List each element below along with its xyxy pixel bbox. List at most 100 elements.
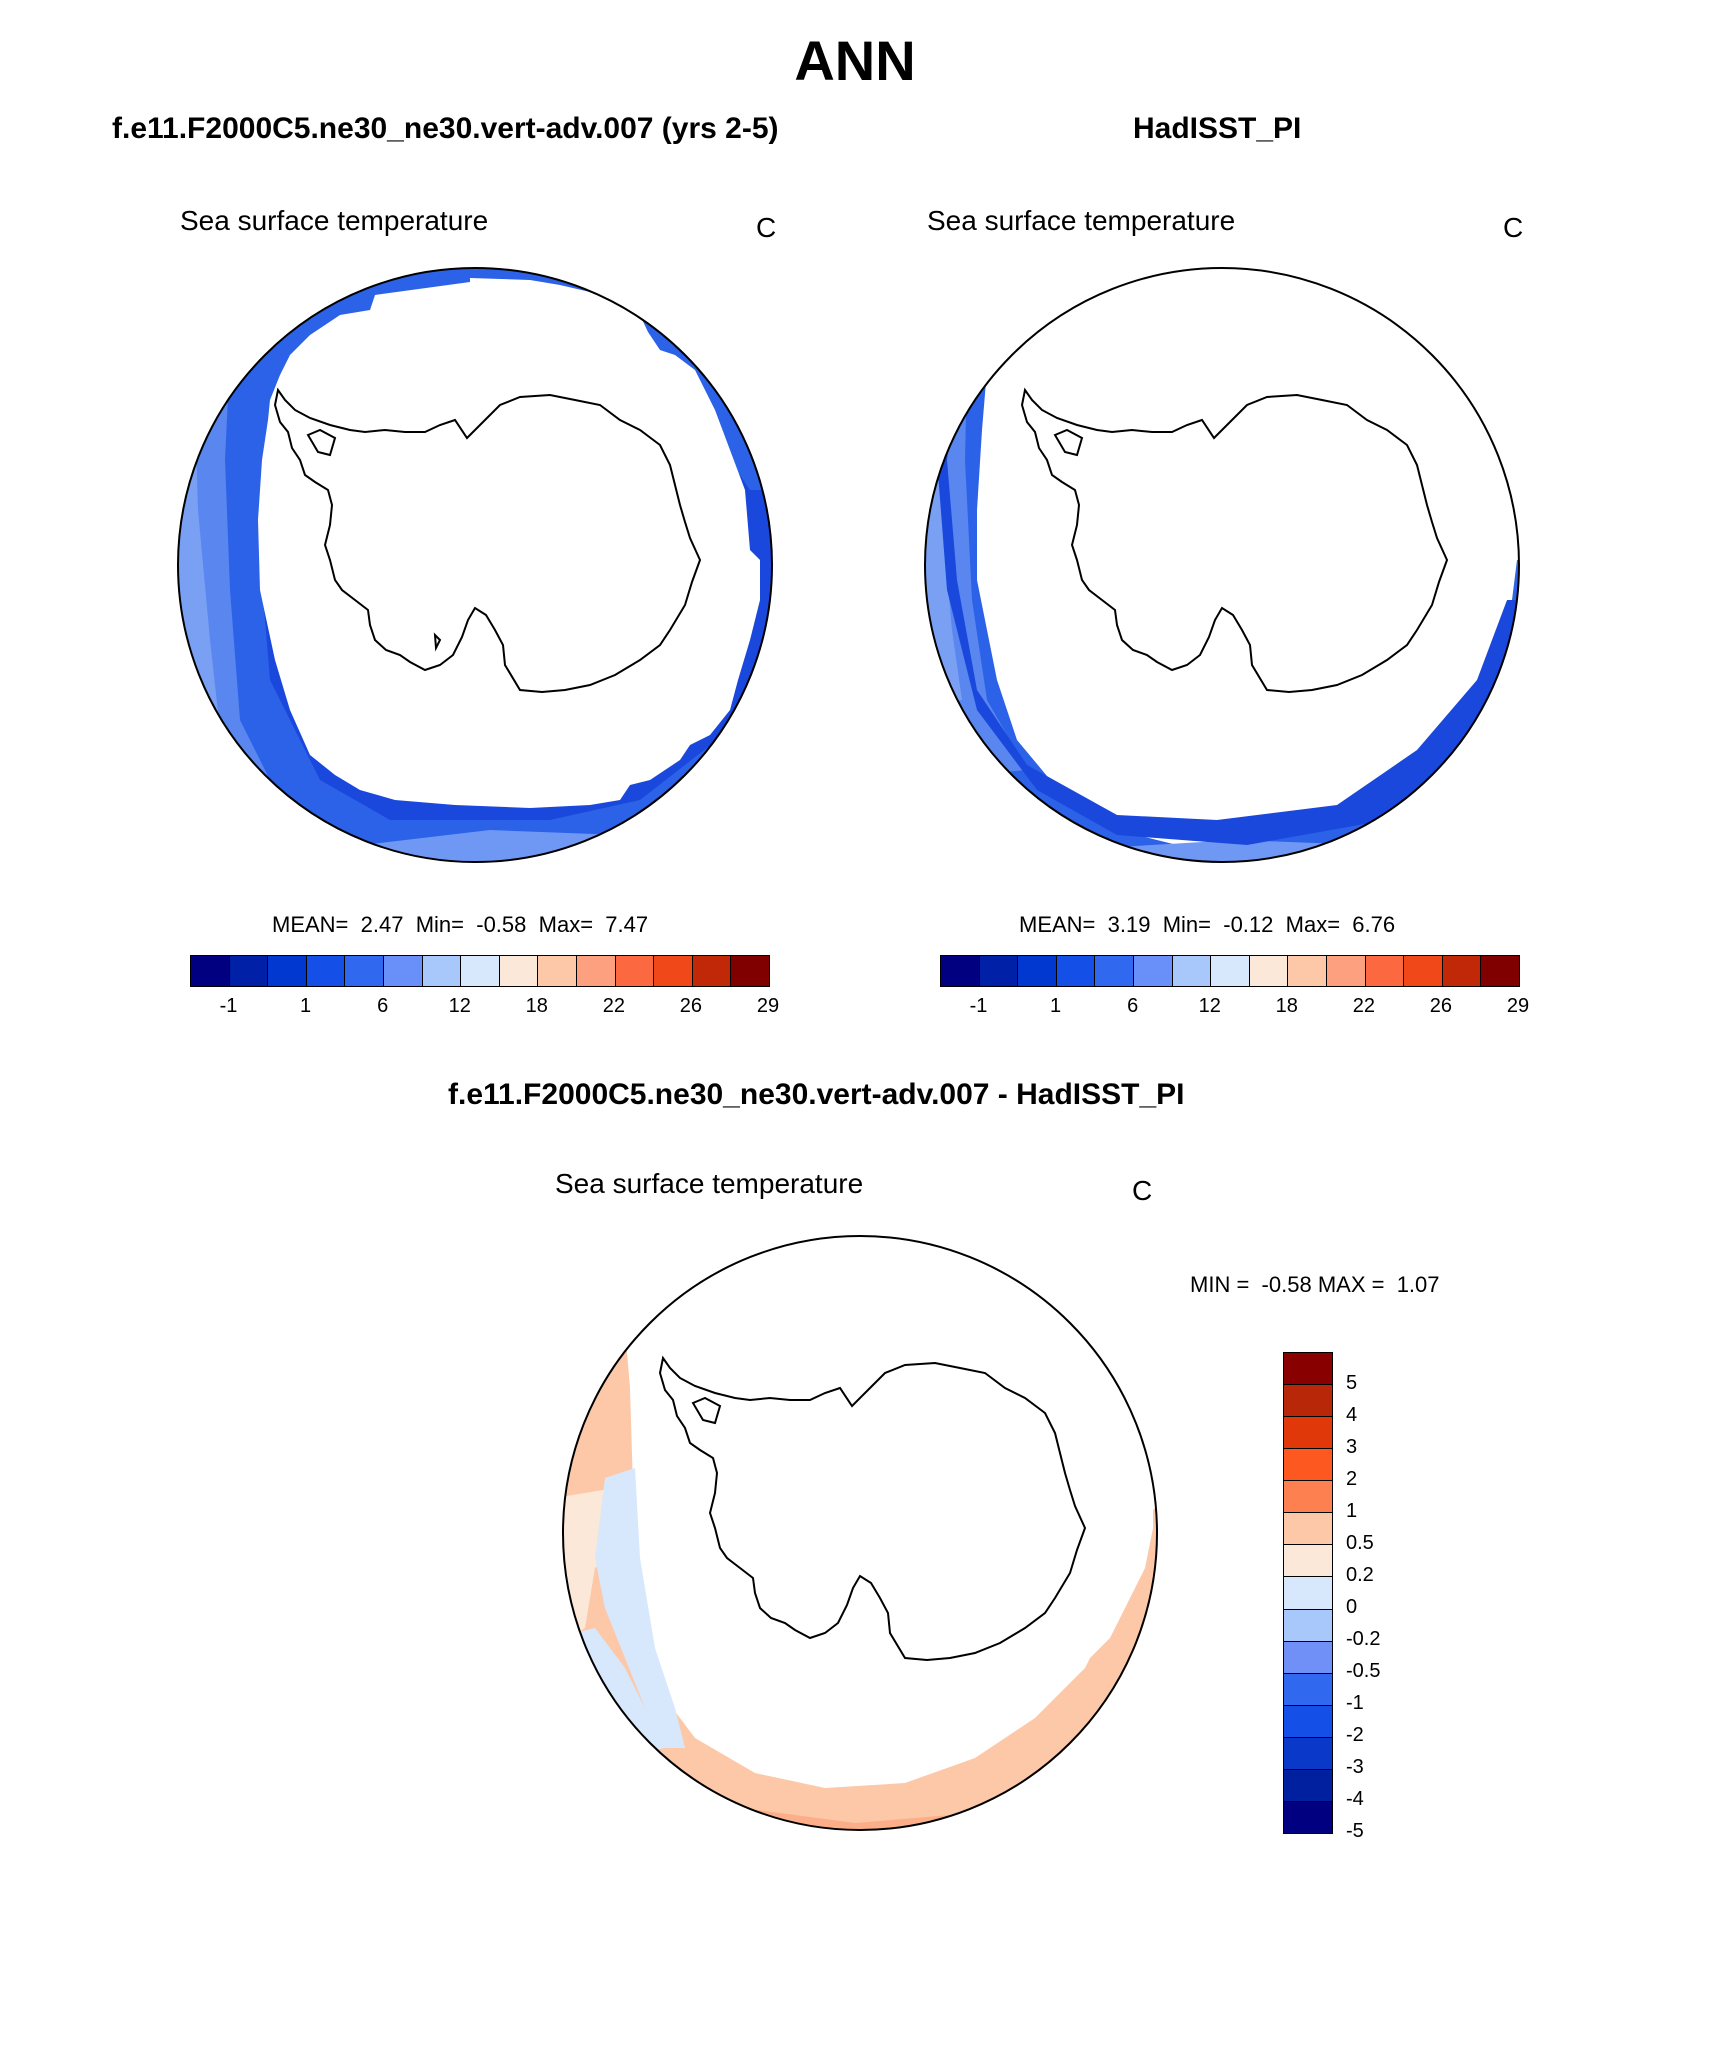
diff-colorbar-swatch — [1284, 1737, 1332, 1770]
diff-colorbar-tick-label: -3 — [1346, 1756, 1364, 1778]
panel1-colorbar-swatch — [422, 956, 462, 986]
antarctica-coastline — [273, 387, 702, 694]
panel2-colorbar-swatch — [1095, 956, 1134, 986]
panel2-colorbar-tick-label: 6 — [1127, 995, 1139, 1017]
warm-sst-south — [1067, 840, 1367, 862]
panel2-colorbar-labels: -1 1 6 12 18 22 26 29 — [940, 995, 1530, 1025]
panel2-polar-map — [924, 267, 1520, 863]
panel2-variable-title: Sea surface temperature — [927, 205, 1236, 236]
panel1-colorbar-tick-label: 12 — [448, 995, 471, 1017]
map-boundary — [562, 1235, 1158, 1831]
panel1-colorbar — [190, 955, 770, 987]
panel2-colorbar-tick-label: 26 — [1429, 995, 1453, 1017]
panel1-colorbar-tick-label: 6 — [377, 995, 389, 1017]
panel2-stats: MEAN= 3.19 Min= -0.12 Max= 6.76 — [1019, 912, 1396, 937]
diff-colorbar-tick-label: 0 — [1346, 1596, 1358, 1618]
panel1-colorbar-tick-label: 18 — [525, 995, 548, 1017]
diff-colorbar-tick-label: -5 — [1346, 1820, 1364, 1842]
panel1-colorbar-swatch — [268, 956, 307, 986]
diff-colorbar-tick-label: 0.5 — [1346, 1532, 1374, 1554]
panel2-colorbar-swatch — [1018, 956, 1057, 986]
diff-colorbar-swatch — [1284, 1513, 1332, 1546]
panel1-case-title: f.e11.F2000C5.ne30_ne30.vert-adv.007 (yr… — [112, 112, 779, 145]
season-title: ANN — [794, 29, 916, 92]
island-outline — [433, 632, 442, 652]
panel1-colorbar-swatch — [306, 956, 346, 986]
panel1-colorbar-tick-label: -1 — [219, 995, 238, 1017]
panel1-stats: MEAN= 2.47 Min= -0.58 Max= 7.47 — [272, 912, 649, 937]
ice-shelf-outline — [306, 428, 337, 457]
panel2-colorbar-tick-label: 29 — [1506, 995, 1530, 1017]
panel2-colorbar-swatch — [1172, 956, 1212, 986]
ice-mask — [987, 268, 1515, 808]
panel1-variable-title: Sea surface temperature — [180, 205, 489, 236]
diff-colorbar-swatch — [1284, 1577, 1332, 1610]
panel2-colorbar-tick-label: 18 — [1275, 995, 1298, 1017]
panel1-colorbar-swatch — [654, 956, 693, 986]
panel1-colorbar-tick-label: 22 — [602, 995, 625, 1017]
panel1-polar-map — [177, 267, 773, 863]
antarctica-coastline — [1020, 387, 1449, 694]
diff-colorbar-swatch — [1284, 1801, 1332, 1833]
panel2-colorbar-swatch — [1133, 956, 1173, 986]
ice-shelf-outline — [1053, 428, 1084, 457]
diff-colorbar-tick-label: 3 — [1346, 1436, 1358, 1458]
panel2-colorbar-swatch — [1249, 956, 1289, 986]
ice-shelf-outline — [691, 1396, 722, 1425]
panel2-colorbar-swatch — [1404, 956, 1443, 986]
panel2-colorbar-swatch — [1481, 956, 1519, 986]
panel1-colorbar-tick-label: 26 — [679, 995, 703, 1017]
diff-units: C — [1132, 1175, 1153, 1206]
panel2-colorbar-swatch — [1288, 956, 1327, 986]
panel2-units: C — [1503, 212, 1524, 243]
panel2-colorbar-swatch — [941, 956, 980, 986]
diff-colorbar-swatch — [1284, 1673, 1332, 1706]
diff-colorbar-swatch — [1284, 1609, 1332, 1642]
map-boundary — [924, 267, 1520, 863]
panel1-colorbar-swatch — [576, 956, 616, 986]
panel1-colorbar-tick-label: 1 — [300, 995, 312, 1017]
diff-colorbar-tick-label: -0.2 — [1346, 1628, 1381, 1650]
panel1-colorbar-swatch — [538, 956, 577, 986]
diff-colorbar-tick-label: 0.2 — [1346, 1564, 1374, 1586]
diff-variable-title: Sea surface temperature — [555, 1168, 864, 1199]
panel2-colorbar-swatch — [1211, 956, 1250, 986]
panel2-colorbar-swatch — [1365, 956, 1405, 986]
diff-colorbar-swatch — [1284, 1481, 1332, 1514]
panel2-colorbar-tick-label: 12 — [1198, 995, 1221, 1017]
panel1-colorbar-swatch — [345, 956, 384, 986]
panel2-colorbar-tick-label: -1 — [969, 995, 988, 1017]
panel2-colorbar-swatch — [979, 956, 1019, 986]
ice-mask — [625, 1236, 1153, 1776]
diff-polar-map — [562, 1235, 1158, 1831]
diff-colorbar-tick-label: -4 — [1346, 1788, 1364, 1810]
diff-colorbar-swatch — [1284, 1769, 1332, 1802]
diff-colorbar-labels: 5 4 3 2 1 0.5 0.2 0 -0.2 -0.5 -1 -2 -3 -4 -5 — [1346, 1352, 1426, 1842]
panel1-units: C — [756, 212, 777, 243]
diff-colorbar — [1283, 1352, 1333, 1834]
panel1-colorbar-labels: -1 1 6 12 18 22 26 29 — [190, 995, 780, 1025]
ice-mask — [258, 278, 760, 808]
panel1-colorbar-swatch — [615, 956, 655, 986]
panel1-colorbar-swatch — [499, 956, 539, 986]
panel2-colorbar-swatch — [1326, 956, 1366, 986]
diff-colorbar-tick-label: 1 — [1346, 1500, 1358, 1522]
small-negative-diff — [595, 1468, 685, 1748]
panel2-case-title: HadISST_PI — [1133, 112, 1302, 145]
diff-colorbar-swatch — [1284, 1417, 1332, 1450]
diff-colorbar-tick-label: -2 — [1346, 1724, 1364, 1746]
diff-colorbar-swatch — [1284, 1545, 1332, 1578]
diff-colorbar-tick-label: 5 — [1346, 1372, 1358, 1394]
panel1-colorbar-swatch — [692, 956, 732, 986]
diff-colorbar-tick-label: -0.5 — [1346, 1660, 1381, 1682]
diff-colorbar-tick-label: 2 — [1346, 1468, 1358, 1490]
diff-colorbar-tick-label: 4 — [1346, 1404, 1358, 1426]
panel2-colorbar-tick-label: 22 — [1352, 995, 1375, 1017]
antarctica-coastline — [658, 1355, 1087, 1662]
diff-colorbar-swatch — [1284, 1353, 1332, 1386]
map-boundary — [177, 267, 773, 863]
diff-stats: MIN = -0.58 MAX = 1.07 — [1190, 1272, 1440, 1297]
panel2-colorbar-swatch — [1056, 956, 1096, 986]
panel2-colorbar — [940, 955, 1520, 987]
panel1-colorbar-swatch — [383, 956, 423, 986]
